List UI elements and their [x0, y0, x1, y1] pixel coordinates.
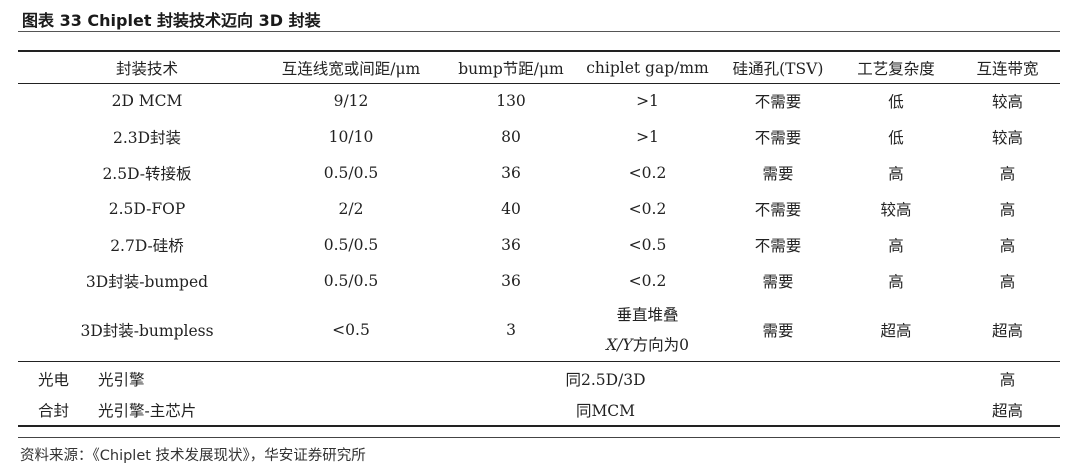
table-cell: 2D MCM [111, 92, 183, 110]
table-cell: 3D封装-bumpless [80, 322, 214, 340]
table-cell: 不需要 [754, 129, 802, 147]
table-cell: >1 [636, 128, 659, 146]
table-cell: 需要 [762, 322, 794, 340]
table-cell: 80 [501, 128, 521, 146]
table-cell: 超高 [880, 322, 912, 340]
figure-title: 图表 33 Chiplet 封装技术迈向 3D 封装 [22, 11, 321, 30]
gap-line-2: X/Y方向为0 [576, 330, 719, 360]
span-value-cell: 同MCM [575, 401, 636, 420]
optical-packaging-table: 光电 光引擎 同2.5D/3D 高 合封 光引擎-主芯片 同MCM 超高 [38, 363, 1060, 425]
table-row: 2.3D封装 10/10 80 >1 不需要 低 较高 [38, 119, 1060, 155]
table-cell: 3D封装-bumped [85, 273, 209, 291]
header-cell: 工艺复杂度 [857, 59, 935, 78]
table-top-rule [18, 50, 1060, 52]
header-cell: bump节距/μm [458, 59, 564, 78]
table-header-row: 封装技术 互连线宽或间距/μm bump节距/μm chiplet gap/mm… [38, 52, 1060, 83]
table-cell: 高 [888, 165, 904, 183]
table-row: 2D MCM 9/12 130 >1 不需要 低 较高 [38, 83, 1060, 119]
table-cell: 0.5/0.5 [323, 236, 379, 254]
header-cell: 互连带宽 [976, 59, 1039, 78]
table-cell: 0.5/0.5 [323, 272, 379, 290]
table-cell: 较高 [991, 129, 1023, 147]
table-cell: <0.2 [628, 200, 667, 218]
table-cell: 超高 [991, 322, 1023, 340]
packaging-comparison-table: 封装技术 互连线宽或间距/μm bump节距/μm chiplet gap/mm… [38, 52, 1060, 361]
table-cell: 2.7D-硅桥 [110, 237, 184, 255]
table-cell: 高 [999, 237, 1016, 255]
table-cell: <0.2 [628, 164, 667, 182]
table-cell: 9/12 [333, 92, 369, 110]
header-rule [18, 83, 1060, 84]
table-row: 3D封装-bumpless <0.5 3 垂直堆叠 X/Y方向为0 需要 超高 … [38, 299, 1060, 361]
table-cell: 需要 [762, 273, 794, 291]
table-cell: 不需要 [754, 237, 802, 255]
table-cell: <0.5 [332, 321, 370, 339]
title-underline [18, 31, 1060, 32]
table-cell-gap-bumpless: 垂直堆叠 X/Y方向为0 [576, 299, 719, 361]
table-cell: 36 [501, 272, 521, 290]
table-bottom-rule [18, 425, 1060, 427]
bandwidth-cell: 高 [999, 370, 1016, 389]
table-row: 合封 光引擎-主芯片 同MCM 超高 [38, 394, 1060, 425]
table-cell: 高 [888, 237, 904, 255]
table-cell: 2.5D-转接板 [102, 165, 192, 183]
table-cell: 2/2 [338, 200, 364, 218]
subcategory-cell: 光引擎 [98, 370, 145, 389]
gap-line-1: 垂直堆叠 [616, 306, 679, 324]
table-cell: 2.3D封装 [112, 129, 182, 147]
table-row: 2.5D-转接板 0.5/0.5 36 <0.2 需要 高 高 [38, 155, 1060, 191]
subcategory-cell: 光引擎-主芯片 [98, 401, 197, 420]
table-cell: 0.5/0.5 [323, 164, 379, 182]
table-row: 光电 光引擎 同2.5D/3D 高 [38, 363, 1060, 394]
header-cell: 硅通孔(TSV) [732, 59, 824, 78]
bandwidth-cell: 超高 [991, 401, 1023, 420]
header-cell: chiplet gap/mm [586, 58, 709, 77]
table-cell: 高 [999, 273, 1016, 291]
table-cell: 低 [888, 129, 904, 147]
table-cell: 低 [888, 93, 904, 111]
table-cell: 130 [496, 92, 526, 110]
table-row: 2.5D-FOP 2/2 40 <0.2 不需要 较高 高 [38, 191, 1060, 227]
table-row: 3D封装-bumped 0.5/0.5 36 <0.2 需要 高 高 [38, 263, 1060, 299]
category-cell: 合封 [38, 401, 70, 420]
span-value-cell: 同2.5D/3D [565, 370, 646, 389]
table-cell: 较高 [991, 93, 1023, 111]
table-cell: 需要 [762, 165, 794, 183]
gap-xy-rest: 方向为0 [632, 336, 689, 354]
table-cell: 不需要 [754, 93, 802, 111]
table-cell: <0.2 [628, 272, 667, 290]
header-cell: 互连线宽或间距/μm [281, 59, 421, 78]
table-cell: 3 [506, 321, 516, 339]
section-rule [18, 361, 1060, 362]
source-rule [18, 437, 1060, 438]
header-cell: 封装技术 [115, 59, 178, 78]
table-cell: 2.5D-FOP [108, 200, 186, 218]
table-cell: 高 [999, 201, 1016, 219]
table-cell: 40 [501, 200, 521, 218]
table-cell: 高 [888, 273, 904, 291]
category-cell: 光电 [38, 370, 70, 389]
table-row: 2.7D-硅桥 0.5/0.5 36 <0.5 不需要 高 高 [38, 227, 1060, 263]
table-cell: <0.5 [628, 236, 667, 254]
table-cell: 10/10 [328, 128, 374, 146]
gap-xy-label: X/Y [606, 336, 633, 354]
table-cell: 36 [501, 236, 521, 254]
table-cell: >1 [636, 92, 659, 110]
table-cell: 36 [501, 164, 521, 182]
table-cell: 不需要 [754, 201, 802, 219]
source-note: 资料来源：《Chiplet 技术发展现状》，华安证券研究所 [20, 448, 366, 464]
table-cell: 高 [999, 165, 1016, 183]
table-cell: 较高 [880, 201, 912, 219]
